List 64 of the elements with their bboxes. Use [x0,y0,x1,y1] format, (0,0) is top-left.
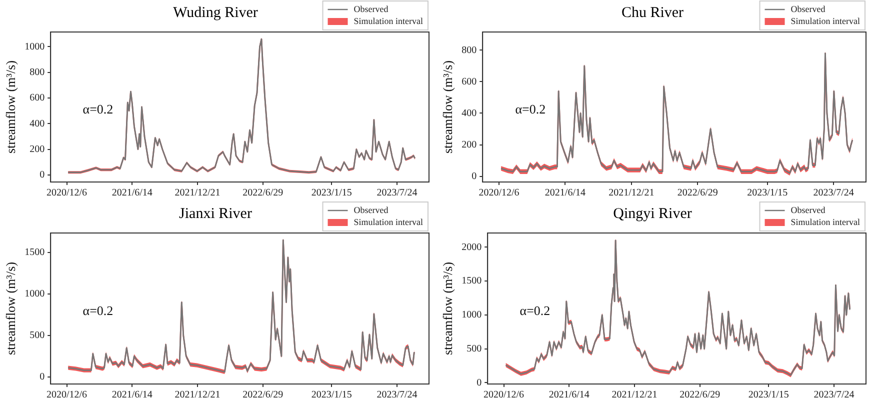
x-tick-label: 2023/7/24 [814,390,854,401]
x-tick-label: 2023/7/24 [813,188,854,199]
y-tick-label: 200 [30,144,45,155]
legend-label: Simulation interval [354,216,424,227]
x-tick-label: 2021/6/14 [548,390,590,401]
x-tick-label: 2023/1/15 [748,390,789,401]
legend-label: Simulation interval [790,16,860,26]
x-tick-label: 2021/6/14 [112,188,152,199]
x-tick-label: 2021/12/21 [174,390,220,401]
y-tick-label: 1000 [462,310,482,321]
legend-label: Simulation interval [790,216,860,227]
x-tick-label: 2023/1/15 [311,390,352,401]
x-tick-label: 2023/7/24 [376,188,418,199]
y-tick-label: 400 [462,108,477,119]
y-axis-title: streamflow (m³/s) [440,262,456,356]
y-tick-label: 0 [40,170,45,181]
y-axis-title: streamflow (m³/s) [3,262,18,356]
legend-label: Simulation interval [354,16,424,26]
annotation: α=0.2 [82,101,114,116]
x-tick-label: 2021/6/14 [544,188,586,199]
x-tick-label: 2020/12/6 [478,188,520,199]
legend-label: Observed [790,204,826,215]
x-tick-label: 2021/12/21 [174,188,220,199]
x-tick-label: 2022/6/29 [677,188,718,199]
y-tick-label: 800 [30,67,45,78]
y-tick-label: 0 [40,372,45,383]
x-tick-label: 2021/12/21 [608,188,654,199]
y-tick-label: 800 [462,44,477,56]
legend-label: Observed [790,4,826,14]
y-tick-label: 2000 [462,242,482,253]
y-tick-label: 0 [476,377,482,388]
chart-title: Jianxi River [179,206,252,222]
y-tick-label: 0 [472,170,477,182]
x-tick-label: 2021/12/21 [612,390,658,401]
x-tick-label: 2023/1/15 [747,188,788,199]
annotation: α=0.2 [515,101,546,116]
y-tick-label: 400 [30,118,45,130]
annotation: α=0.2 [82,302,114,318]
y-tick-label: 1500 [24,247,45,258]
legend-label: Observed [354,4,389,14]
chart-title: Chu River [621,4,684,21]
x-tick-label: 2023/1/15 [311,188,352,199]
x-tick-label: 2022/6/29 [680,390,720,401]
y-tick-label: 1500 [462,276,482,287]
annotation: α=0.2 [520,302,550,318]
x-tick-label: 2022/6/29 [242,390,284,401]
y-tick-label: 500 [30,330,45,342]
y-tick-label: 600 [30,92,45,104]
y-tick-label: 500 [466,343,482,354]
x-tick-label: 2020/12/6 [483,390,524,401]
x-tick-label: 2020/12/6 [46,390,88,401]
x-tick-label: 2020/12/6 [46,188,88,199]
legend-label: Observed [354,204,389,215]
x-tick-label: 2023/7/24 [376,390,418,401]
chart-title: Wuding River [173,4,258,21]
x-tick-label: 2022/6/29 [242,188,284,199]
x-tick-label: 2021/6/14 [112,390,152,401]
y-axis-title: streamflow (m³/s) [440,60,456,154]
y-axis-title: streamflow (m³/s) [3,60,18,154]
y-tick-label: 200 [462,139,477,150]
y-tick-label: 1000 [24,288,45,300]
y-tick-label: 600 [462,76,477,88]
chart-title: Qingyi River [613,206,692,222]
y-tick-label: 1000 [24,41,45,52]
